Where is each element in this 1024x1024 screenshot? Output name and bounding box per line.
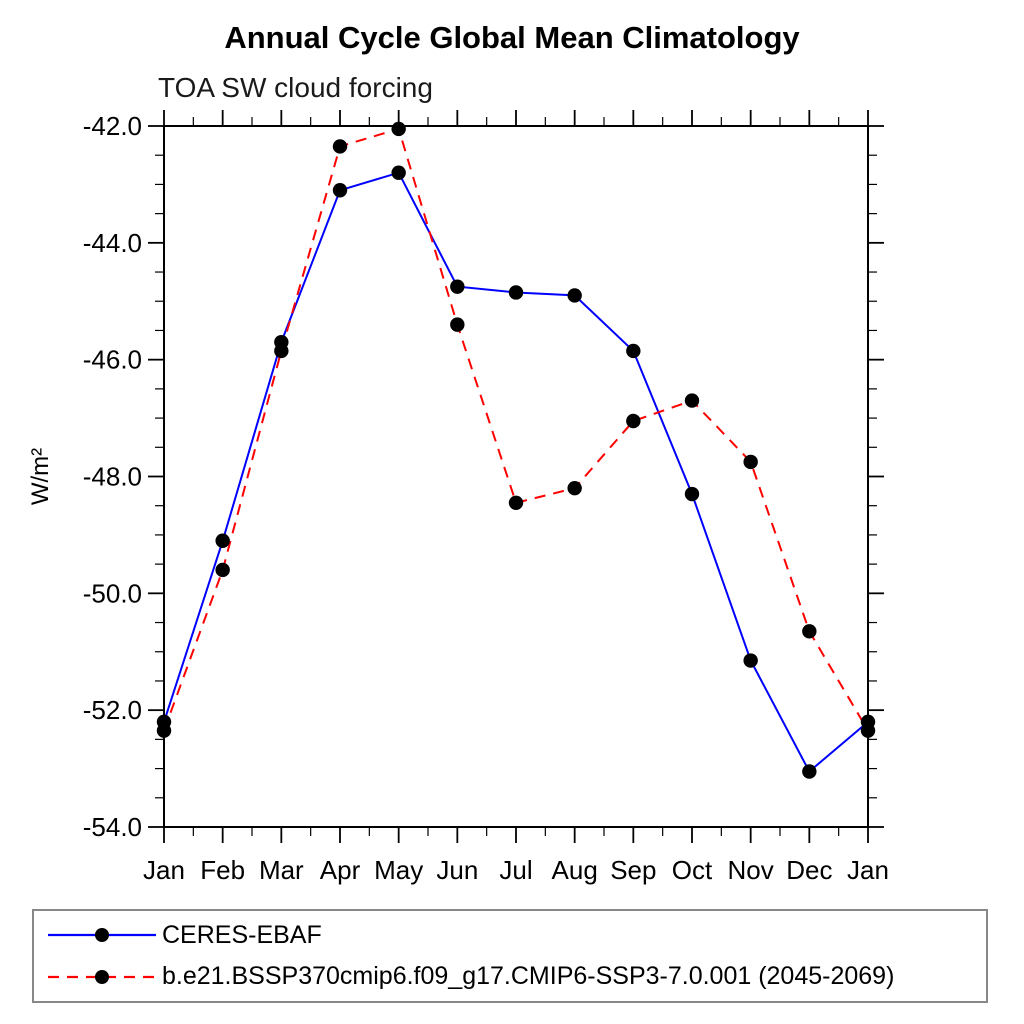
y-tick-label: -44.0 <box>83 228 142 258</box>
x-tick-label: Apr <box>320 855 361 885</box>
series-marker-1 <box>450 317 465 332</box>
legend-line-sample-obs <box>48 928 156 943</box>
y-tick-label: -42.0 <box>83 111 142 141</box>
series-line-1 <box>163 127 869 732</box>
x-tick-label: Jan <box>847 855 889 885</box>
series-marker-0 <box>802 764 817 779</box>
series-marker-1 <box>332 139 348 154</box>
chart-subtitle: TOA SW cloud forcing <box>158 72 433 103</box>
series-marker-0 <box>450 279 465 294</box>
y-tick-label: -48.0 <box>83 462 142 492</box>
legend-line-sample-model <box>48 969 156 984</box>
series-marker-0 <box>684 486 700 502</box>
series-marker-1 <box>802 624 817 639</box>
series-marker-1 <box>156 723 172 738</box>
x-tick-label: Dec <box>786 855 832 885</box>
legend-label-model: b.e21.BSSP370cmip6.f09_g17.CMIP6-SSP3-7.… <box>162 962 895 991</box>
x-tick-label: Oct <box>672 855 713 885</box>
series-marker-1 <box>743 454 758 470</box>
legend-row-model: b.e21.BSSP370cmip6.f09_g17.CMIP6-SSP3-7.… <box>34 960 986 994</box>
plot-frame <box>163 125 869 828</box>
series-marker-0 <box>508 285 524 300</box>
series-marker-1 <box>626 413 641 429</box>
y-axis-title: W/m² <box>27 448 54 505</box>
x-tick-label: Feb <box>200 855 245 885</box>
series-marker-1 <box>508 495 524 510</box>
series-marker-1 <box>567 480 582 496</box>
x-tick-label: Aug <box>552 855 598 885</box>
y-tick-label: -46.0 <box>83 345 142 375</box>
series-marker-1 <box>391 121 406 137</box>
series-marker-1 <box>274 343 289 359</box>
legend-row-obs: CERES-EBAF <box>34 918 986 952</box>
x-tick-label: Jan <box>143 855 185 885</box>
series-line-0 <box>163 171 869 774</box>
series-marker-0 <box>332 183 348 198</box>
x-tick-label: Jun <box>436 855 478 885</box>
series-marker-1 <box>684 393 700 408</box>
series-marker-0 <box>567 288 582 303</box>
y-tick-label: -50.0 <box>83 578 142 608</box>
x-tick-label: Nov <box>728 855 774 885</box>
x-tick-label: May <box>374 855 423 885</box>
series-marker-0 <box>215 533 230 548</box>
series-marker-0 <box>743 653 758 668</box>
y-tick-label: -54.0 <box>83 812 142 842</box>
series-marker-0 <box>391 165 406 180</box>
x-tick-label: Sep <box>610 855 656 885</box>
x-tick-label: Mar <box>259 855 304 885</box>
series-marker-1 <box>860 723 876 738</box>
chart-title: Annual Cycle Global Mean Climatology <box>224 20 800 55</box>
x-tick-label: Jul <box>499 855 532 885</box>
legend-label-obs: CERES-EBAF <box>162 920 322 949</box>
y-tick-label: -52.0 <box>83 695 142 725</box>
series-marker-1 <box>215 562 230 578</box>
series-marker-0 <box>626 343 641 359</box>
legend: CERES-EBAF b.e21.BSSP370cmip6.f09_g17.CM… <box>32 909 988 1003</box>
